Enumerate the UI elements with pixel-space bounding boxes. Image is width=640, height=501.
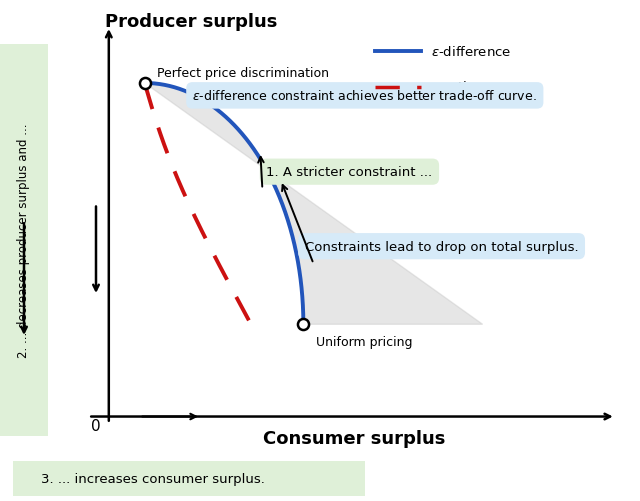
Polygon shape [145, 84, 483, 325]
Text: Producer surplus: Producer surplus [104, 13, 277, 31]
Text: $\epsilon$-difference constraint achieves better trade-off curve.: $\epsilon$-difference constraint achieve… [193, 89, 537, 103]
Text: $\gamma$-ratio: $\gamma$-ratio [431, 79, 476, 96]
Text: Consumer surplus: Consumer surplus [264, 429, 445, 447]
Text: 0: 0 [92, 418, 101, 433]
Text: 1. A stricter constraint ...: 1. A stricter constraint ... [266, 166, 433, 179]
Text: Perfect price discrimination: Perfect price discrimination [157, 67, 330, 80]
Text: Constraints lead to drop on total surplus.: Constraints lead to drop on total surplu… [305, 240, 579, 253]
Text: $\epsilon$-difference: $\epsilon$-difference [431, 45, 511, 59]
Text: Uniform pricing: Uniform pricing [316, 335, 413, 348]
Text: 3. ... increases consumer surplus.: 3. ... increases consumer surplus. [41, 472, 265, 485]
Text: 2. ... decreases producer surplus and ...: 2. ... decreases producer surplus and ..… [17, 123, 31, 358]
